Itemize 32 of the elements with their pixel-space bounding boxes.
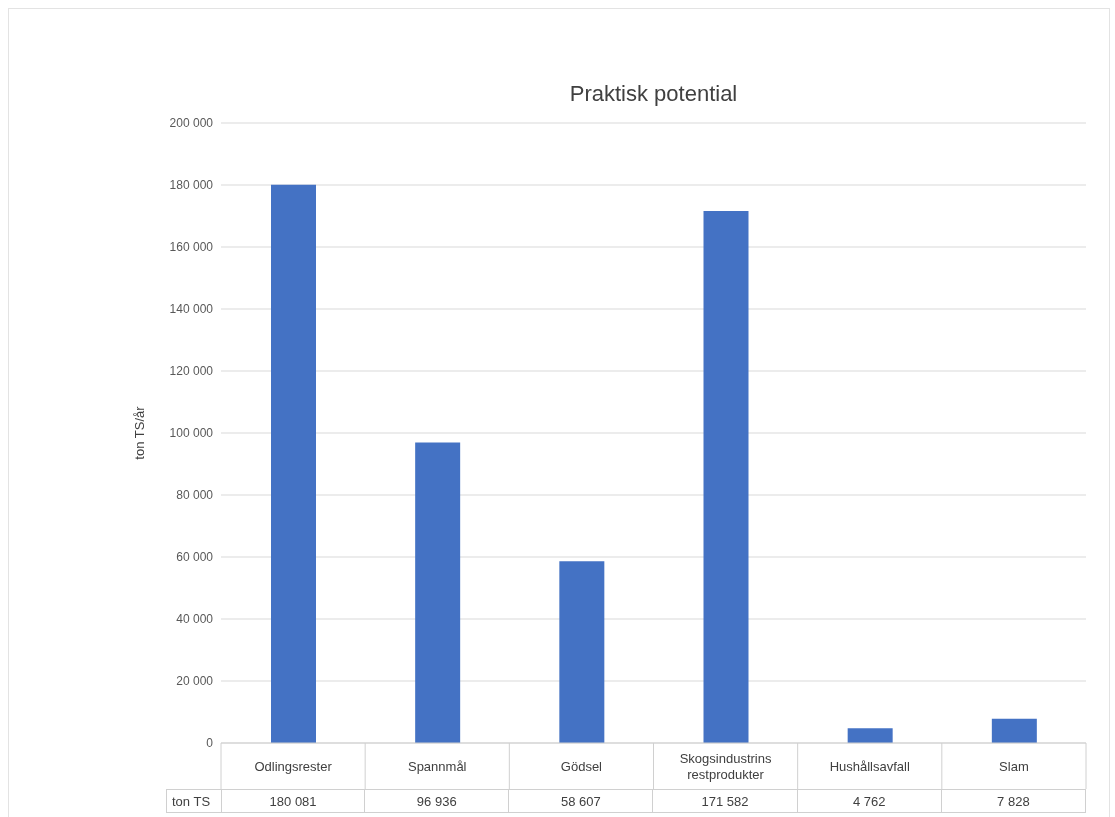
data-label: 180 081 bbox=[221, 789, 366, 813]
data-label: 7 828 bbox=[941, 789, 1086, 813]
x-tick-label: Spannmål bbox=[407, 759, 467, 774]
y-tick-label: 140 000 bbox=[169, 302, 214, 317]
x-tick-label: Hushållsavfall bbox=[829, 759, 910, 774]
y-tick-label: 160 000 bbox=[169, 240, 214, 255]
bar bbox=[415, 442, 461, 743]
bar bbox=[559, 561, 605, 743]
bar bbox=[847, 728, 893, 743]
data-label: 4 762 bbox=[797, 789, 942, 813]
bar bbox=[271, 184, 316, 743]
y-axis-title: ton TS/år bbox=[131, 405, 147, 460]
bar bbox=[991, 718, 1037, 743]
y-tick-label: 60 000 bbox=[176, 550, 214, 565]
x-tick-label: Odlingsrester bbox=[254, 759, 333, 774]
y-tick-label: 120 000 bbox=[169, 364, 214, 379]
data-label: 58 607 bbox=[509, 789, 654, 813]
y-tick-label: 100 000 bbox=[169, 426, 214, 441]
chart-title: Praktisk potential bbox=[568, 81, 739, 107]
y-tick-label: 0 bbox=[206, 736, 214, 751]
y-tick-label: 20 000 bbox=[176, 674, 214, 689]
x-tick-label: Gödsel bbox=[560, 759, 603, 774]
data-label: 171 582 bbox=[653, 789, 798, 813]
y-tick-label: 200 000 bbox=[169, 116, 214, 131]
data-label: 96 936 bbox=[365, 789, 510, 813]
y-tick-label: 180 000 bbox=[169, 178, 214, 193]
x-tick-label: Slam bbox=[999, 759, 1029, 774]
y-tick-label: 80 000 bbox=[176, 488, 214, 503]
text: ton TS bbox=[166, 789, 221, 813]
bar bbox=[703, 211, 749, 743]
x-tick-label: Skogsindustrins restprodukter bbox=[679, 751, 772, 782]
y-tick-label: 40 000 bbox=[176, 612, 214, 627]
